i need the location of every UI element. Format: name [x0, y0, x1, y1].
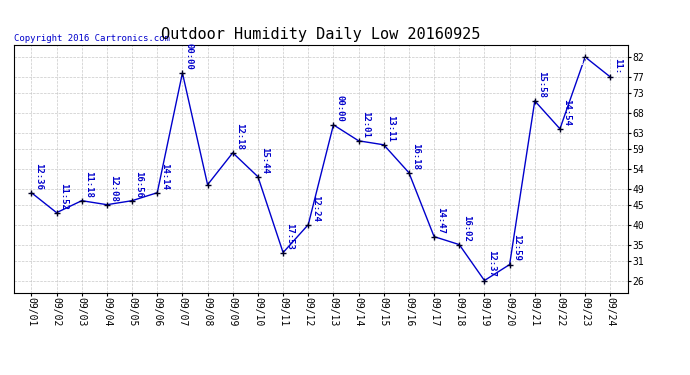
Text: 12:59: 12:59	[512, 234, 521, 261]
Text: 16:02: 16:02	[462, 214, 471, 242]
Text: 14:54: 14:54	[562, 99, 571, 126]
Text: 00:00: 00:00	[185, 43, 194, 70]
Text: 12:24: 12:24	[310, 195, 319, 222]
Text: 16:56: 16:56	[135, 171, 144, 198]
Title: Outdoor Humidity Daily Low 20160925: Outdoor Humidity Daily Low 20160925	[161, 27, 480, 42]
Text: 13:11: 13:11	[386, 115, 395, 142]
Text: 00:00: 00:00	[336, 95, 345, 122]
Text: 12:36: 12:36	[34, 163, 43, 189]
Text: 17:53: 17:53	[286, 222, 295, 249]
Text: 16:18: 16:18	[411, 142, 420, 170]
Text: 12:37: 12:37	[487, 251, 496, 278]
Text: 12:08: 12:08	[110, 175, 119, 201]
Text: Copyright 2016 Cartronics.com: Copyright 2016 Cartronics.com	[14, 33, 170, 42]
Text: 15:58: 15:58	[538, 71, 546, 98]
Text: 11:: 11:	[613, 58, 622, 74]
Text: 14:47: 14:47	[437, 207, 446, 233]
Text: 14:14: 14:14	[160, 163, 169, 189]
Text: 12:01: 12:01	[361, 111, 370, 138]
Text: 11:52: 11:52	[59, 183, 68, 210]
Text: 12:18: 12:18	[235, 123, 244, 150]
Text: 15:44: 15:44	[260, 147, 270, 174]
Text: 11:18: 11:18	[84, 171, 93, 198]
